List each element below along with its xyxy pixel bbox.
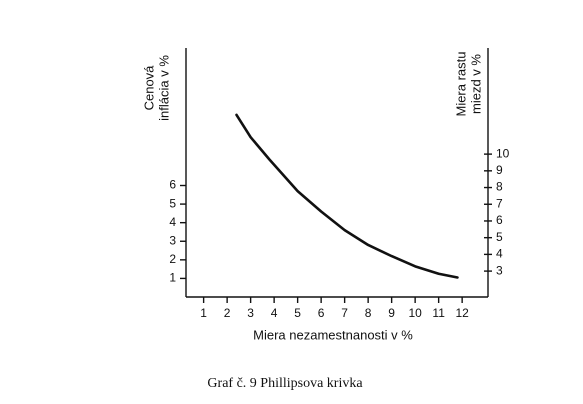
y-tick-label: 6 xyxy=(169,178,176,192)
y2-tick-label: 7 xyxy=(496,196,503,210)
x-tick-label: 11 xyxy=(432,306,445,320)
x-tick-label: 6 xyxy=(318,306,325,320)
x-tick-label: 9 xyxy=(388,306,395,320)
curve xyxy=(235,113,459,279)
x-tick-label: 1 xyxy=(200,306,207,320)
y2-tick-label: 5 xyxy=(496,230,503,244)
x-tick-label: 7 xyxy=(341,306,348,320)
y-tick-label: 5 xyxy=(169,196,176,210)
x-tick-label: 10 xyxy=(408,306,422,320)
y2-tick-label: 3 xyxy=(496,263,503,277)
x-tick-label: 3 xyxy=(247,306,254,320)
y-tick-label: 3 xyxy=(169,233,176,247)
x-axis-title: Miera nezamestnanosti v % xyxy=(253,327,413,342)
y2-tick-label: 6 xyxy=(496,213,503,227)
y2-tick-label: 4 xyxy=(496,247,503,261)
y2-axis-title: miezd v % xyxy=(468,54,483,114)
y2-tick-label: 8 xyxy=(496,180,503,194)
y-axis-title: Cenová xyxy=(141,65,156,111)
y-tick-label: 2 xyxy=(169,252,176,266)
x-tick-label: 12 xyxy=(455,306,469,320)
y2-tick-label: 10 xyxy=(496,146,510,160)
y2-axis-title: Miera rastu xyxy=(453,51,468,116)
x-tick-label: 5 xyxy=(294,306,301,320)
x-tick-label: 2 xyxy=(224,306,231,320)
y2-tick-label: 9 xyxy=(496,163,503,177)
y-tick-label: 1 xyxy=(169,271,176,285)
x-tick-label: 4 xyxy=(271,306,278,320)
caption: Graf č. 9 Phillipsova krivka xyxy=(207,376,363,391)
y-axis-title: inflácia v % xyxy=(156,55,171,121)
y-tick-label: 4 xyxy=(169,215,176,229)
x-tick-label: 8 xyxy=(365,306,372,320)
